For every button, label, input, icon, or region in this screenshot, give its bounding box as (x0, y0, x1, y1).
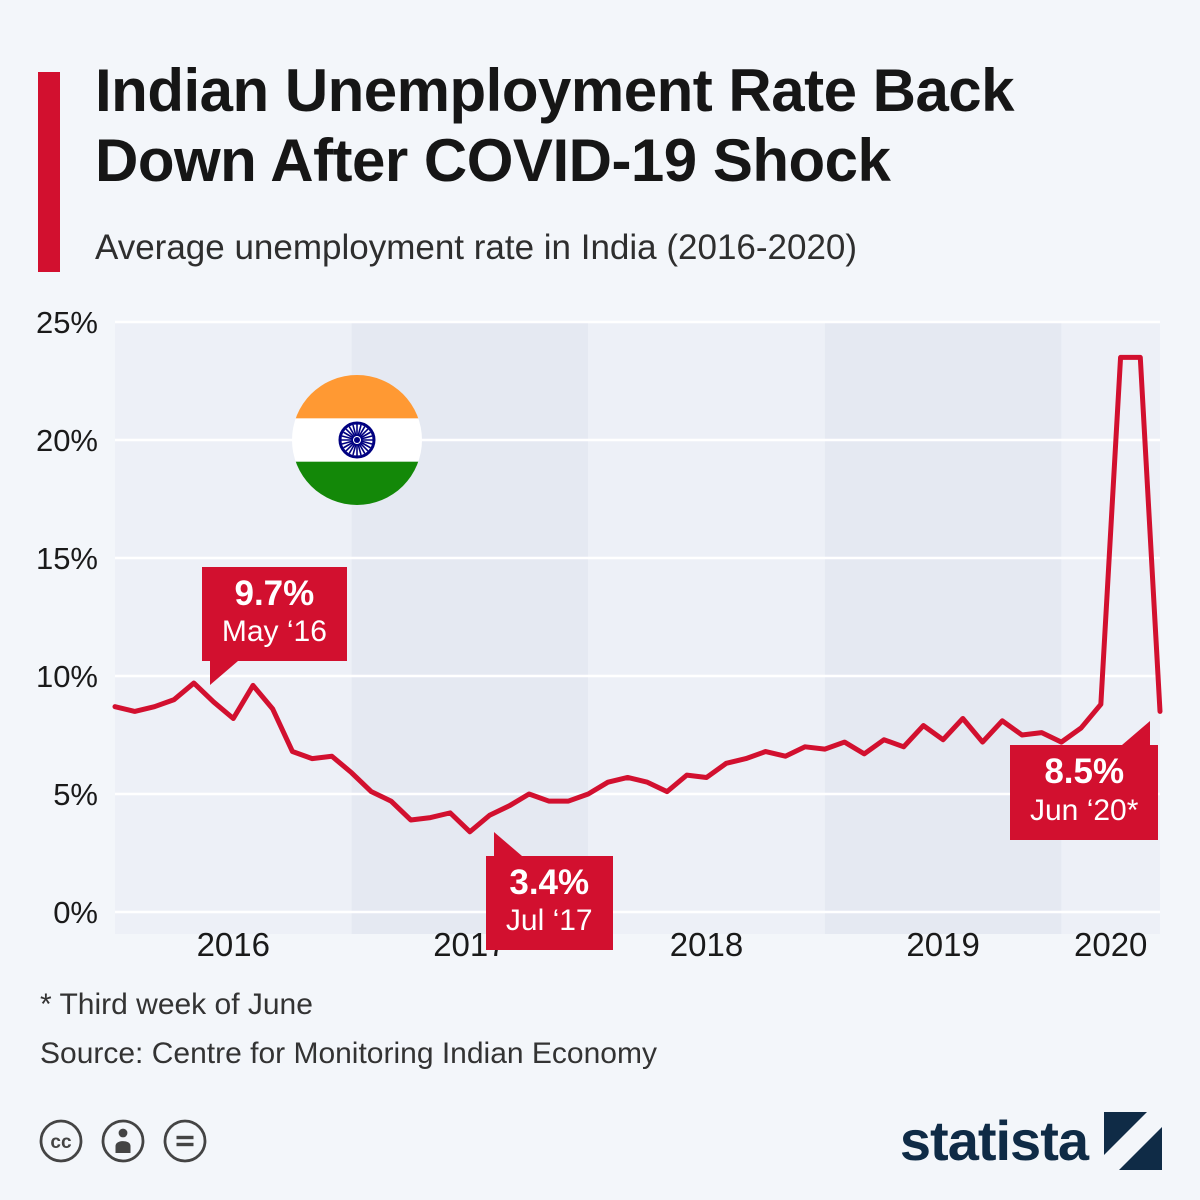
y-tick-10%: 10% (36, 659, 98, 694)
footer-bar: cc statista (38, 1112, 1162, 1170)
year-band-2019 (824, 322, 1062, 934)
title-accent-bar (38, 72, 60, 272)
y-tick-5%: 5% (53, 777, 98, 812)
callout-date: Jul ‘17 (505, 904, 593, 937)
title-line-1: Indian Unemployment Rate Back (95, 57, 1015, 124)
chart-section: 2016 2017 2018 2019 2020 0% 5% 10% 15% 20% 25% 9.7… (0, 292, 1200, 982)
attribution-icon (101, 1119, 145, 1163)
x-tick-2019: 2019 (906, 926, 979, 963)
callout-value: 9.7% (234, 574, 315, 614)
statista-logomark (1104, 1112, 1162, 1170)
y-tick-20%: 20% (36, 423, 98, 458)
y-tick-25%: 25% (36, 305, 98, 340)
callout-value: 8.5% (1044, 752, 1125, 792)
license-badges[interactable]: cc (38, 1118, 208, 1164)
footnotes: * Third week of June Source: Centre for … (40, 988, 657, 1086)
title-line-2: Down After COVID-19 Shock (95, 127, 891, 195)
series-unemployment-rate (112, 354, 1163, 835)
x-tick-2018: 2018 (670, 926, 743, 963)
x-tick-2016: 2016 (197, 926, 270, 963)
statista-logo[interactable]: statista (900, 1112, 1162, 1170)
x-tick-2020: 2020 (1074, 926, 1147, 963)
source: Source: Centre for Monitoring Indian Eco… (40, 1037, 657, 1070)
footnote: * Third week of June (40, 988, 313, 1021)
equals-icon (163, 1119, 207, 1163)
page-title: Indian Unemployment Rate Back Down After… (95, 56, 1015, 196)
callout-date: Jun ‘20* (1030, 793, 1139, 827)
callout-jul-2017: 3.4% Jul ‘17 (485, 831, 613, 950)
india-flag-icon (292, 375, 422, 505)
y-tick-0%: 0% (53, 895, 98, 930)
cc-icon: cc (39, 1119, 83, 1163)
callout-value: 3.4% (509, 862, 590, 902)
svg-text:cc: cc (50, 1132, 72, 1153)
callout-may-2016: 9.7% May ‘16 (201, 567, 347, 686)
page-subtitle: Average unemployment rate in India (2016… (95, 228, 858, 267)
year-band-2018 (588, 322, 825, 934)
callout-date: May ‘16 (221, 615, 327, 649)
y-tick-15%: 15% (36, 541, 98, 576)
statista-wordmark: statista (899, 1109, 1089, 1172)
callout-jun-2020: 8.5% Jun ‘20* (1010, 721, 1159, 840)
